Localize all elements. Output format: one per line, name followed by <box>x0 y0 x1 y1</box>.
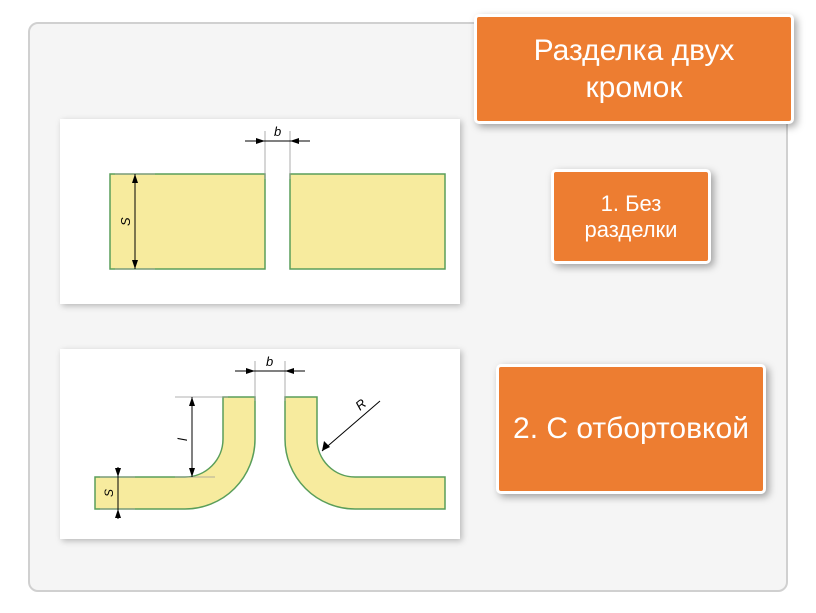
title-box: Разделка двух кромок <box>474 14 794 124</box>
b2-arrow-left <box>246 368 255 374</box>
label-box-2: 2. С отбортовкой <box>496 364 766 494</box>
label-1-text: 1. Без разделки <box>564 191 698 242</box>
r-leader <box>322 401 380 451</box>
label-2-text: 2. С отбортовкой <box>513 412 749 447</box>
b2-arrow-right <box>285 368 294 374</box>
b-label: b <box>274 124 281 139</box>
l-arrow-top <box>189 397 195 406</box>
s-label: S <box>118 217 133 226</box>
b-arrow-right <box>290 138 299 144</box>
b2-label: b <box>266 354 273 369</box>
plate-right <box>290 174 445 269</box>
r-label: R <box>352 396 369 414</box>
flange-left <box>95 397 255 509</box>
plate-left <box>110 174 265 269</box>
diagram-1-svg: S b <box>60 119 460 304</box>
s2-arrow-top <box>115 468 121 477</box>
b-arrow-left <box>256 138 265 144</box>
l-label: l <box>175 437 190 441</box>
diagram-2-svg: b l S R <box>60 349 460 539</box>
s2-label: S <box>102 489 116 497</box>
r-arrow <box>322 441 330 451</box>
s2-arrow-bot <box>115 509 121 518</box>
diagram-flanged: b l S R <box>60 349 460 539</box>
title-text: Разделка двух кромок <box>485 32 783 107</box>
slide-frame: Разделка двух кромок S b 1. Без разделки <box>28 22 788 592</box>
diagram-no-bevel: S b <box>60 119 460 304</box>
label-box-1: 1. Без разделки <box>551 169 711 264</box>
